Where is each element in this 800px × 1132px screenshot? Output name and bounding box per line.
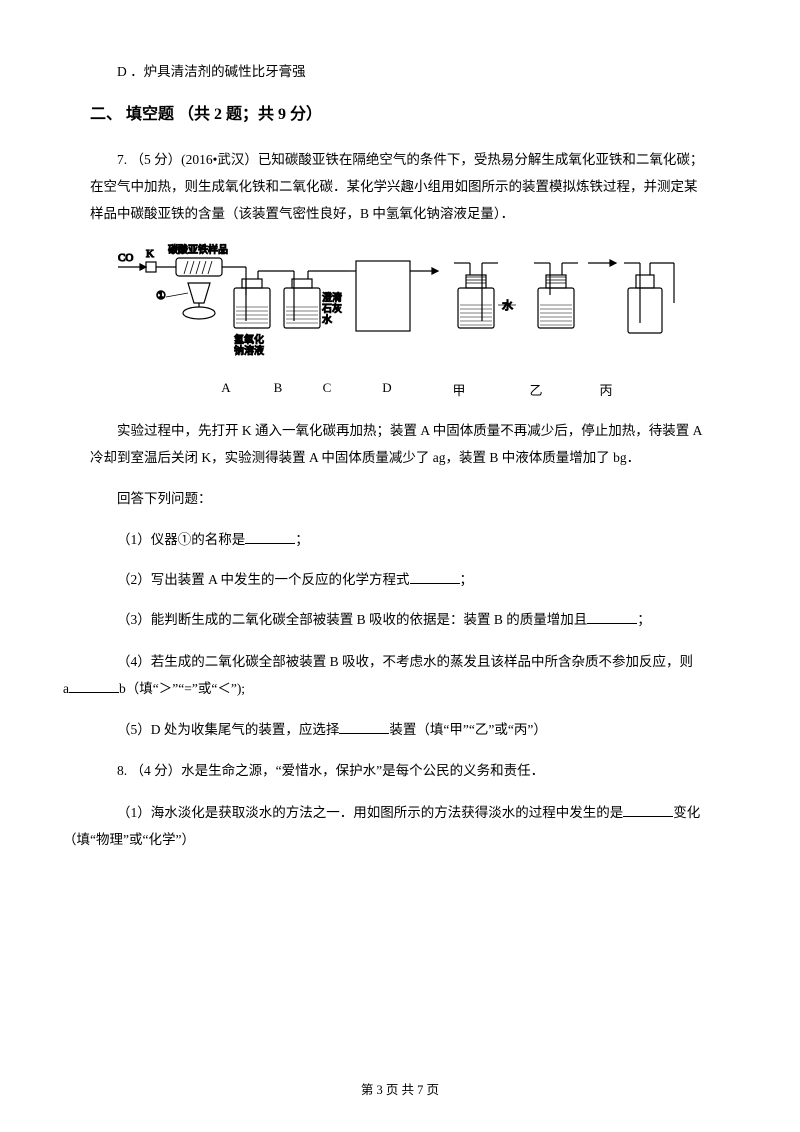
blank	[623, 803, 673, 817]
q7-sub1-a: （1）仪器①的名称是	[117, 532, 245, 547]
q7-sub4-c: b（填“＞”“=”或“＜”);	[119, 681, 245, 696]
q8-stem: 8. （4 分）水是生命之源，“爱惜水，保护水”是每个公民的义务和责任．	[90, 759, 710, 783]
q7-sub5-a: （5）D 处为收集尾气的装置，应选择	[117, 722, 339, 737]
diagram-labels-row: A B C D 甲 乙 丙	[118, 380, 710, 399]
option-d: D ．炉具清洁剂的碱性比牙膏强	[90, 60, 710, 84]
q7-sub1-b: ；	[295, 532, 309, 547]
diagram-bottle-bing	[624, 263, 674, 333]
diagram-label-d: D	[352, 380, 422, 399]
diagram-water-label: 水	[502, 299, 513, 312]
blank	[245, 530, 295, 544]
diagram-bottle-yi	[534, 263, 578, 328]
svg-text:澄清 石灰 水: 澄清 石灰 水	[322, 291, 345, 326]
q7-sub5: （5）D 处为收集尾气的装置，应选择 装置（填“甲”“乙”或“丙”）	[90, 718, 710, 742]
q8-sub1-b: 变化	[673, 805, 700, 820]
q7-sub5-b: 装置（填“甲”“乙”或“丙”）	[389, 722, 546, 737]
q8-sub1-a: （1）海水淡化是获取淡水的方法之一．用如图所示的方法获得淡水的过程中发生的是	[117, 805, 623, 820]
blank	[69, 679, 119, 693]
diagram-sample-label: 碳酸亚铁样品	[168, 243, 228, 256]
q8-sub1: （1）海水淡化是获取淡水的方法之一．用如图所示的方法获得淡水的过程中发生的是 变化…	[90, 799, 710, 853]
diagram-label-bing: 丙	[576, 380, 636, 399]
q7-answer-prompt: 回答下列问题：	[90, 487, 710, 511]
q7-sub1: （1）仪器①的名称是 ；	[90, 528, 710, 552]
blank	[410, 570, 460, 584]
q7-sub2: （2）写出装置 A 中发生的一个反应的化学方程式 ；	[90, 568, 710, 592]
diagram-circle1: ①	[156, 290, 166, 302]
diagram-bottle-jia	[454, 263, 498, 328]
diagram-label-jia: 甲	[422, 380, 496, 399]
diagram-label-a: A	[198, 380, 254, 399]
diagram-bottle-b	[234, 271, 294, 328]
q7-sub3-b: ；	[637, 612, 651, 627]
q7-sub3-a: （3）能判断生成的二氧化碳全部被装置 B 吸收的依据是：装置 B 的质量增加且	[117, 612, 587, 627]
section-2-title: 二、 填空题 （共 2 题；共 9 分）	[90, 100, 710, 124]
svg-text:氢氧化 钠溶液: 氢氧化 钠溶液	[234, 333, 267, 357]
q7-sub2-a: （2）写出装置 A 中发生的一个反应的化学方程式	[117, 572, 410, 587]
blank	[587, 610, 637, 624]
diagram-box-d	[356, 261, 410, 331]
apparatus-diagram: CO K 碳酸亚铁样品 ①	[118, 243, 710, 399]
q8-sub1-c: （填“物理”或“化学”）	[63, 832, 195, 847]
page-footer: 第 3 页 共 7 页	[0, 1079, 800, 1098]
diagram-co-label: CO	[118, 252, 133, 264]
q7-sub4: （4）若生成的二氧化碳全部被装置 B 吸收，不考虑水的蒸发且该样品中所含杂质不参…	[90, 648, 710, 702]
q7-sub4-a: （4）若生成的二氧化碳全部被装置 B 吸收，不考虑水的蒸发且该样品中所含杂质不参…	[117, 654, 693, 669]
q7-sub3: （3）能判断生成的二氧化碳全部被装置 B 吸收的依据是：装置 B 的质量增加且 ；	[90, 608, 710, 632]
q7-para2: 实验过程中，先打开 K 通入一氧化碳再加热；装置 A 中固体质量不再减少后，停止…	[90, 417, 710, 471]
q7-stem: 7. （5 分）(2016•武汉）已知碳酸亚铁在隔绝空气的条件下，受热易分解生成…	[90, 146, 710, 227]
q7-sub2-b: ；	[460, 572, 474, 587]
diagram-label-c: C	[302, 380, 352, 399]
diagram-label-yi: 乙	[496, 380, 576, 399]
diagram-label-b: B	[254, 380, 302, 399]
blank	[339, 720, 389, 734]
diagram-k-label: K	[146, 248, 154, 260]
